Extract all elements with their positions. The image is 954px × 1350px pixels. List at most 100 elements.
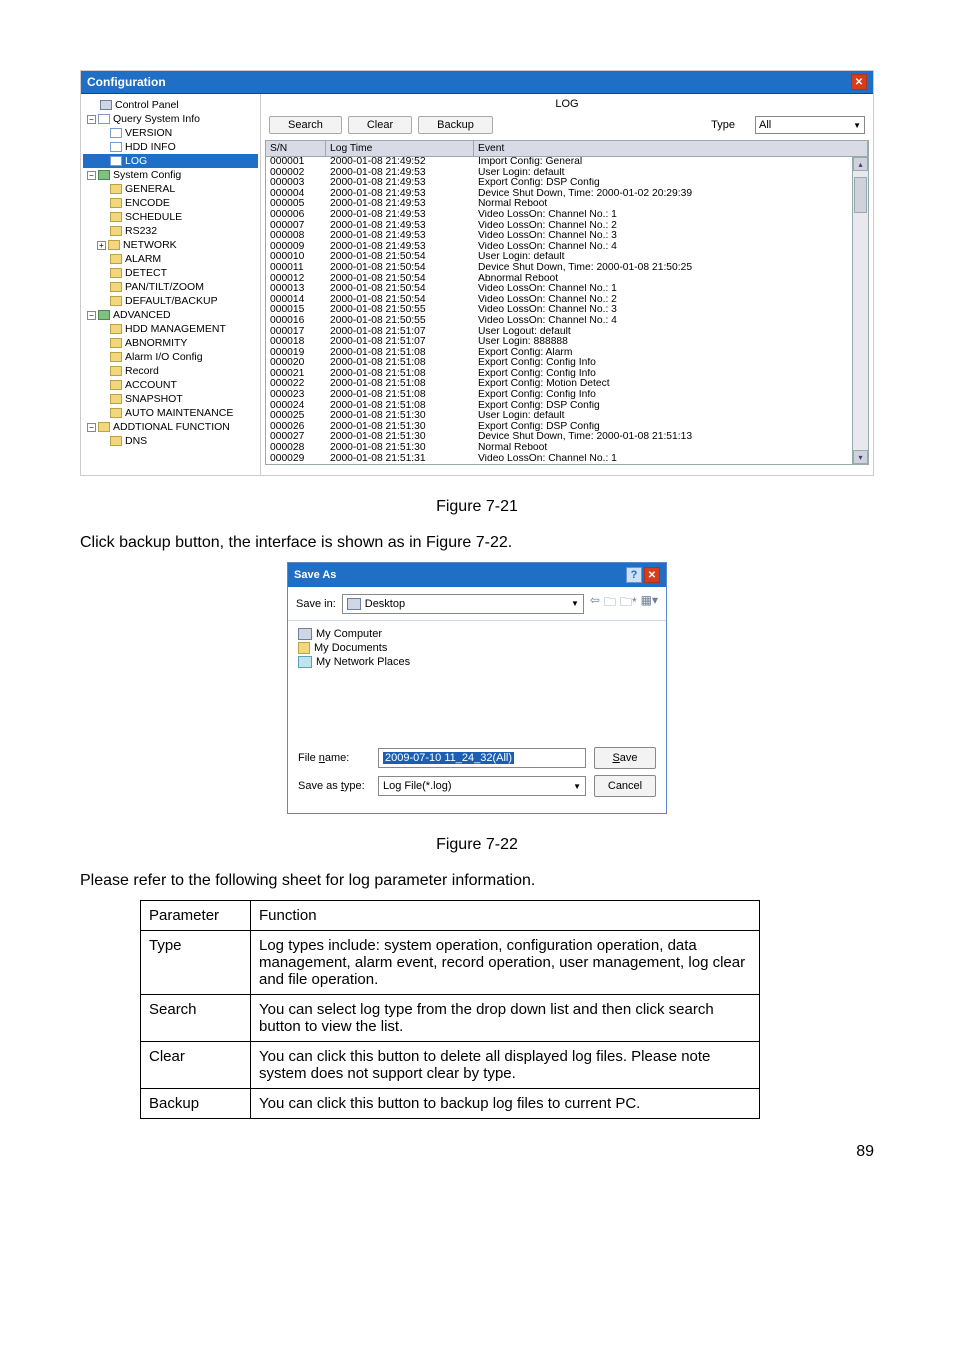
- tree-node[interactable]: DEFAULT/BACKUP: [83, 294, 258, 308]
- cell-time: 2000-01-08 21:50:54: [326, 295, 474, 306]
- list-item: My Computer: [298, 627, 656, 641]
- tree-node[interactable]: −ADVANCED: [83, 308, 258, 322]
- table-row[interactable]: 0000192000-01-08 21:51:08Export Config: …: [266, 348, 852, 359]
- table-row[interactable]: 0000272000-01-08 21:51:30Device Shut Dow…: [266, 432, 852, 443]
- view-menu-icon[interactable]: ▦▾: [641, 593, 658, 614]
- tree-node[interactable]: DNS: [83, 434, 258, 448]
- scrollbar[interactable]: ▴ ▾: [852, 157, 868, 464]
- cell-event: Normal Reboot: [474, 199, 852, 210]
- table-row[interactable]: 0000202000-01-08 21:51:08Export Config: …: [266, 358, 852, 369]
- tree-node[interactable]: DETECT: [83, 266, 258, 280]
- tree-node[interactable]: SCHEDULE: [83, 210, 258, 224]
- scroll-up-icon[interactable]: ▴: [853, 157, 868, 171]
- col-event[interactable]: Event: [474, 141, 868, 156]
- tree-node[interactable]: ENCODE: [83, 196, 258, 210]
- new-folder-icon[interactable]: 🗀*: [620, 593, 637, 614]
- backup-button[interactable]: Backup: [418, 116, 493, 134]
- file-list[interactable]: My Computer My Documents My Network Plac…: [288, 621, 666, 741]
- close-icon[interactable]: ✕: [851, 74, 867, 90]
- table-row[interactable]: 0000032000-01-08 21:49:53Export Config: …: [266, 178, 852, 189]
- cell-time: 2000-01-08 21:51:08: [326, 390, 474, 401]
- table-row[interactable]: 0000162000-01-08 21:50:55Video LossOn: C…: [266, 316, 852, 327]
- cell-time: 2000-01-08 21:49:53: [326, 221, 474, 232]
- scroll-thumb[interactable]: [854, 177, 867, 213]
- table-row[interactable]: 0000052000-01-08 21:49:53Normal Reboot: [266, 199, 852, 210]
- tree-node[interactable]: GENERAL: [83, 182, 258, 196]
- filename-field[interactable]: 2009-07-10 11_24_32(All): [378, 748, 586, 768]
- back-icon[interactable]: ⇦: [590, 593, 600, 614]
- tree-node[interactable]: ACCOUNT: [83, 378, 258, 392]
- table-row[interactable]: 0000292000-01-08 21:51:31Video LossOn: C…: [266, 454, 852, 465]
- close-icon[interactable]: ✕: [644, 567, 660, 583]
- expander-icon[interactable]: −: [87, 423, 96, 432]
- tree-node[interactable]: +NETWORK: [83, 238, 258, 252]
- tree-label: Control Panel: [115, 99, 179, 111]
- table-row[interactable]: 0000072000-01-08 21:49:53Video LossOn: C…: [266, 221, 852, 232]
- table-row[interactable]: 0000152000-01-08 21:50:55Video LossOn: C…: [266, 305, 852, 316]
- cancel-button[interactable]: Cancel: [594, 775, 656, 797]
- expander-icon[interactable]: −: [87, 115, 96, 124]
- tree-node[interactable]: −ADDTIONAL FUNCTION: [83, 420, 258, 434]
- clear-button[interactable]: Clear: [348, 116, 412, 134]
- table-row[interactable]: 0000262000-01-08 21:51:30Export Config: …: [266, 422, 852, 433]
- param-func: Log types include: system operation, con…: [251, 931, 760, 995]
- tree-node[interactable]: ABNORMITY: [83, 336, 258, 350]
- table-row[interactable]: 0000132000-01-08 21:50:54Video LossOn: C…: [266, 284, 852, 295]
- cell-event: Export Config: Config Info: [474, 369, 852, 380]
- table-row[interactable]: 0000232000-01-08 21:51:08Export Config: …: [266, 390, 852, 401]
- expander-icon[interactable]: −: [87, 311, 96, 320]
- tree-node[interactable]: −Query System Info: [83, 112, 258, 126]
- tree-node[interactable]: Control Panel: [83, 98, 258, 112]
- table-row[interactable]: 0000172000-01-08 21:51:07User Logout: de…: [266, 327, 852, 338]
- save-button[interactable]: Save: [594, 747, 656, 769]
- table-row[interactable]: 0000082000-01-08 21:49:53Video LossOn: C…: [266, 231, 852, 242]
- table-row[interactable]: 0000252000-01-08 21:51:30User Login: def…: [266, 411, 852, 422]
- table-row[interactable]: 0000222000-01-08 21:51:08Export Config: …: [266, 379, 852, 390]
- table-row[interactable]: 0000142000-01-08 21:50:54Video LossOn: C…: [266, 295, 852, 306]
- cell-event: User Login: default: [474, 168, 852, 179]
- cell-event: Video LossOn: Channel No.: 1: [474, 454, 852, 465]
- table-row[interactable]: 0000022000-01-08 21:49:53User Login: def…: [266, 168, 852, 179]
- tree-node[interactable]: Alarm I/O Config: [83, 350, 258, 364]
- expander-icon[interactable]: +: [97, 241, 106, 250]
- tree-node[interactable]: HDD INFO: [83, 140, 258, 154]
- nav-tree[interactable]: Control Panel−Query System InfoVERSIONHD…: [81, 94, 261, 475]
- table-row[interactable]: 0000012000-01-08 21:49:52Import Config: …: [266, 157, 852, 168]
- cell-time: 2000-01-08 21:50:55: [326, 316, 474, 327]
- table-row[interactable]: 0000062000-01-08 21:49:53Video LossOn: C…: [266, 210, 852, 221]
- table-row[interactable]: 0000042000-01-08 21:49:53Device Shut Dow…: [266, 189, 852, 200]
- table-row[interactable]: 0000282000-01-08 21:51:30Normal Reboot: [266, 443, 852, 454]
- savetype-dropdown[interactable]: Log File(*.log) ▼: [378, 776, 586, 796]
- folder-icon: [108, 240, 120, 250]
- tree-node[interactable]: SNAPSHOT: [83, 392, 258, 406]
- table-row[interactable]: 0000182000-01-08 21:51:07User Login: 888…: [266, 337, 852, 348]
- tree-node[interactable]: HDD MANAGEMENT: [83, 322, 258, 336]
- help-icon[interactable]: ?: [626, 567, 642, 583]
- window-title: Configuration: [87, 75, 166, 89]
- table-row[interactable]: 0000102000-01-08 21:50:54User Login: def…: [266, 252, 852, 263]
- cell-event: Export Config: Config Info: [474, 390, 852, 401]
- tree-label: ENCODE: [125, 197, 170, 209]
- tree-node[interactable]: PAN/TILT/ZOOM: [83, 280, 258, 294]
- tree-node[interactable]: RS232: [83, 224, 258, 238]
- col-time[interactable]: Log Time: [326, 141, 474, 156]
- table-row[interactable]: 0000092000-01-08 21:49:53Video LossOn: C…: [266, 242, 852, 253]
- table-row[interactable]: 0000112000-01-08 21:50:54Device Shut Dow…: [266, 263, 852, 274]
- table-row[interactable]: 0000242000-01-08 21:51:08Export Config: …: [266, 401, 852, 412]
- type-dropdown[interactable]: All ▼: [755, 116, 865, 134]
- tree-node[interactable]: −System Config: [83, 168, 258, 182]
- up-icon[interactable]: 🗀: [604, 593, 616, 614]
- tree-node[interactable]: VERSION: [83, 126, 258, 140]
- tree-node[interactable]: Record: [83, 364, 258, 378]
- cell-sn: 000028: [266, 443, 326, 454]
- table-row[interactable]: 0000212000-01-08 21:51:08Export Config: …: [266, 369, 852, 380]
- tree-node[interactable]: ALARM: [83, 252, 258, 266]
- expander-icon[interactable]: −: [87, 171, 96, 180]
- save-in-dropdown[interactable]: Desktop ▼: [342, 594, 584, 614]
- search-button[interactable]: Search: [269, 116, 342, 134]
- tree-node[interactable]: LOG: [83, 154, 258, 168]
- tree-node[interactable]: AUTO MAINTENANCE: [83, 406, 258, 420]
- col-sn[interactable]: S/N: [266, 141, 326, 156]
- table-row[interactable]: 0000122000-01-08 21:50:54Abnormal Reboot: [266, 274, 852, 285]
- scroll-down-icon[interactable]: ▾: [853, 450, 868, 464]
